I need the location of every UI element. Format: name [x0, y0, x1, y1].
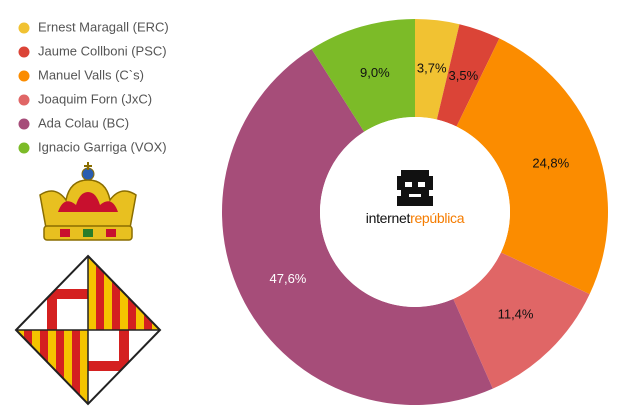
- value-label: 9,0%: [360, 65, 390, 80]
- legend-label: Joaquim Forn (JxC): [38, 91, 152, 106]
- value-label: 3,7%: [417, 60, 447, 75]
- slice: [456, 38, 608, 295]
- legend-marker: [18, 142, 30, 154]
- slice: [311, 19, 415, 132]
- logo: internetrepública: [366, 170, 465, 226]
- donut: Ernest Maragall (ERC) Jaume Collboni (PSC…: [18, 19, 608, 405]
- donut-hole: [320, 117, 510, 307]
- slice: [436, 24, 500, 127]
- logo-text: internet: [366, 210, 411, 226]
- crown: [39, 162, 137, 241]
- legend-label: Ada Colau (BC): [38, 115, 129, 130]
- slice: [222, 49, 493, 405]
- legend-label: Ignacio Garriga (VOX): [38, 139, 167, 154]
- svg-text:internetrepública: internetrepública: [366, 210, 465, 226]
- legend-marker: [18, 22, 30, 34]
- legend-marker: [18, 70, 30, 82]
- legend-label: Ernest Maragall (ERC): [38, 19, 169, 34]
- value-label: 24,8%: [532, 156, 569, 171]
- legend-marker: [18, 46, 30, 58]
- legend-label: Manuel Valls (C`s): [38, 67, 144, 82]
- legend-marker: [18, 118, 30, 130]
- value-label: 47,6%: [270, 271, 307, 286]
- legend-marker: [18, 94, 30, 106]
- slice: [453, 252, 590, 389]
- legend-label: Jaume Collboni (PSC): [38, 43, 167, 58]
- logo-text: república: [410, 210, 465, 226]
- value-label: 3,5%: [449, 68, 479, 83]
- value-label: 11,4%: [498, 307, 534, 322]
- slice: [415, 19, 460, 120]
